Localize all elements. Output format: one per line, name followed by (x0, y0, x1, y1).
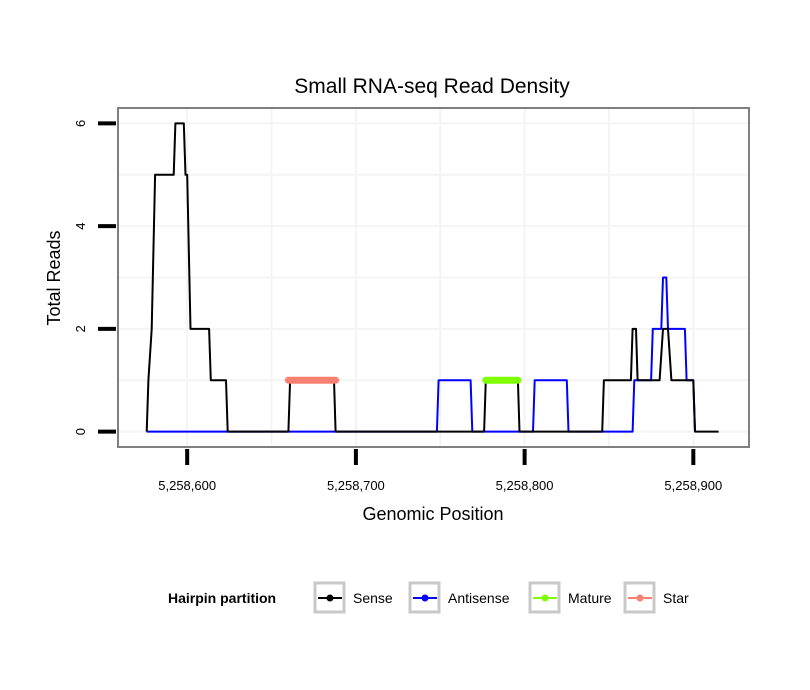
y-tick-label: 2 (73, 325, 88, 332)
legend-label: Sense (353, 590, 393, 606)
legend: Hairpin partition Sense Antisense Mature St… (168, 581, 689, 614)
series-layer (145, 122, 719, 433)
legend-item-mature: Mature (528, 581, 612, 614)
y-axis-title: Total Reads (44, 230, 64, 325)
series-line-antisense (146, 276, 696, 433)
legend-item-antisense: Antisense (408, 581, 510, 614)
legend-point (421, 594, 429, 602)
plot-panel-border (117, 107, 750, 448)
chart-title: Small RNA-seq Read Density (294, 75, 570, 98)
legend-point (636, 594, 644, 602)
y-axis: 0 2 4 6 (73, 120, 116, 435)
x-tick-label: 5,258,700 (327, 478, 385, 493)
legend-label: Star (663, 590, 689, 606)
x-axis-title: Genomic Position (362, 504, 503, 524)
x-axis: 5,258,600 5,258,700 5,258,800 5,258,900 (158, 449, 722, 493)
x-tick-label: 5,258,800 (496, 478, 554, 493)
legend-item-sense: Sense (313, 581, 393, 614)
legend-item-star: Star (623, 581, 689, 614)
x-tick-label: 5,258,600 (158, 478, 216, 493)
x-tick-label: 5,258,900 (664, 478, 722, 493)
legend-point (541, 594, 549, 602)
legend-label: Antisense (448, 590, 510, 606)
legend-point (326, 594, 334, 602)
grid (118, 108, 749, 447)
series-line-sense (145, 122, 719, 433)
y-tick-label: 6 (73, 120, 88, 127)
y-tick-label: 4 (73, 223, 88, 230)
legend-label: Mature (568, 590, 612, 606)
y-tick-label: 0 (73, 428, 88, 435)
legend-title: Hairpin partition (168, 590, 276, 606)
